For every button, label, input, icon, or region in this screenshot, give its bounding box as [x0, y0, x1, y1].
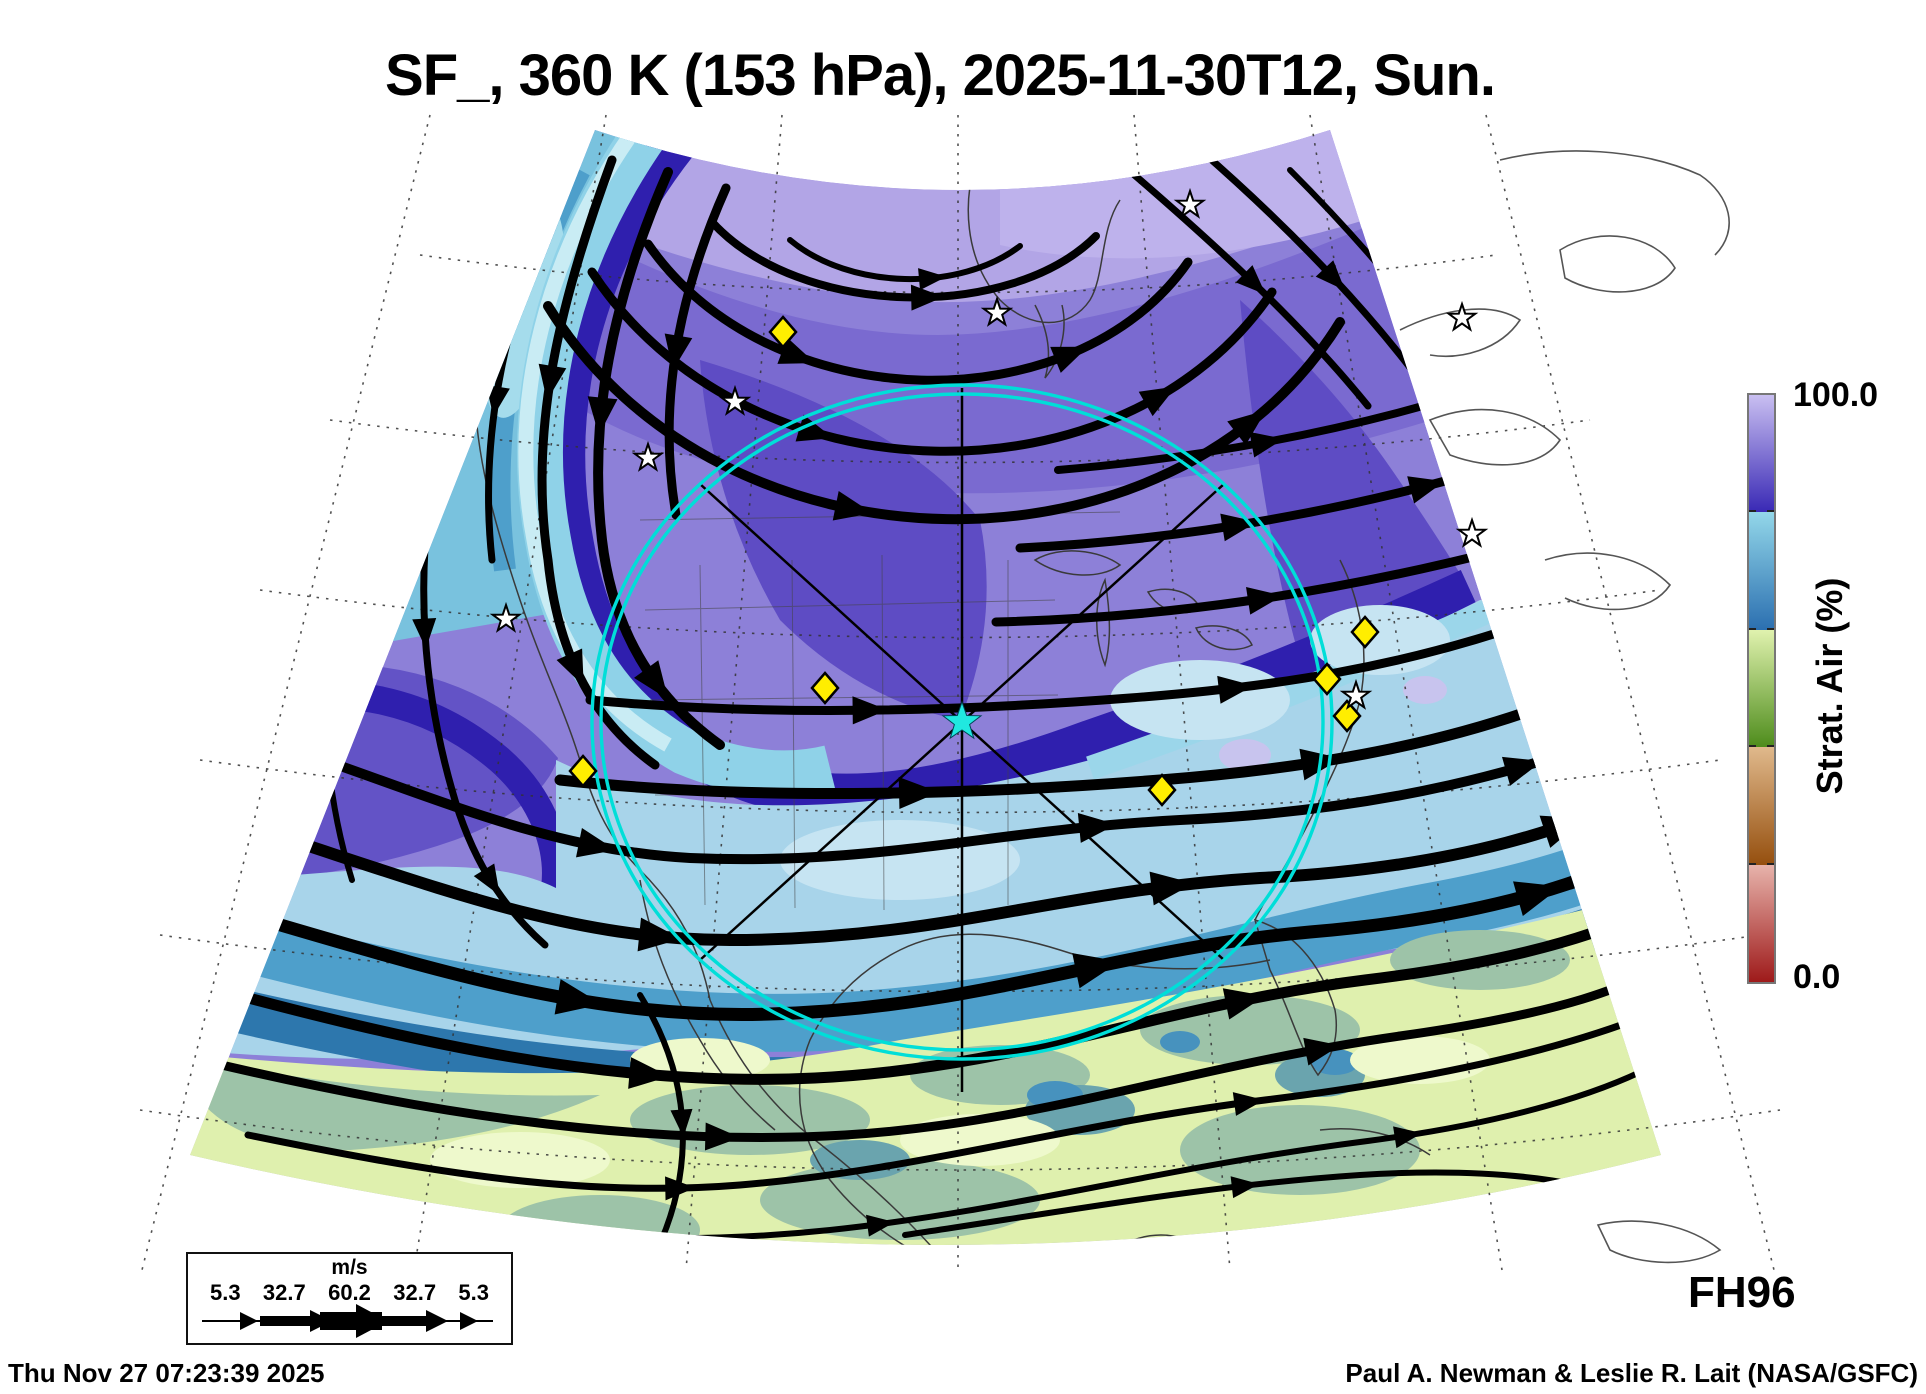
site-star-icon: [1173, 187, 1207, 219]
wind-legend-value: 32.7: [393, 1280, 437, 1305]
colorbar-tick: [1749, 510, 1756, 513]
site-diamond-icon: [568, 754, 598, 788]
streamline-arrowhead: [1138, 386, 1177, 417]
wind-legend-value: 5.3: [210, 1280, 241, 1305]
streamline-arrowhead: [637, 917, 682, 952]
credit-text: Paul A. Newman & Leslie R. Lait (NASA/GS…: [1345, 1358, 1918, 1388]
streamline-arrowhead: [1315, 260, 1346, 291]
streamline-arrowhead: [628, 1057, 670, 1089]
streamline-arrowhead: [1235, 265, 1266, 295]
colorbar-max-label: 100.0: [1793, 376, 1879, 414]
streamline-arrowhead: [1230, 1176, 1260, 1199]
wind-legend-value: 32.7: [262, 1280, 306, 1305]
streamline-arrowhead: [898, 777, 940, 809]
site-diamond-icon: [1147, 773, 1177, 807]
site-diamond-icon: [810, 671, 840, 705]
streamline-arrowhead: [1050, 346, 1088, 373]
streamline-arrowhead: [704, 1122, 741, 1151]
streamline-arrowhead: [1227, 410, 1267, 446]
streamline-arrowhead: [313, 700, 336, 729]
site-star-icon: [1455, 516, 1489, 548]
streamline-arrowhead: [1249, 431, 1284, 458]
streamline-arrowhead: [1217, 675, 1254, 704]
wind-legend-value: 5.3: [458, 1280, 489, 1305]
forecast-hour-label: FH96: [1688, 1268, 1796, 1317]
streamline-arrowhead: [1303, 1037, 1341, 1066]
streamline-arrowhead: [910, 284, 944, 311]
colorbar-segment: [1749, 629, 1774, 748]
streamline-arrowhead: [665, 1176, 696, 1201]
colorbar-segment: [1749, 395, 1774, 513]
colorbar-segment: [1749, 512, 1774, 630]
coastline-outside: [1399, 150, 1730, 1264]
streamline-arrowhead: [777, 337, 816, 364]
streamline-arrowhead: [1407, 476, 1445, 504]
streamline-arrowhead: [1501, 756, 1543, 786]
streamline-arrowhead: [670, 1108, 693, 1138]
page-title: SF_, 360 K (153 hPa), 2025-11-30T12, Sun…: [385, 43, 1496, 108]
site-star-icon: [1445, 300, 1479, 332]
streamline-arrowhead: [1246, 586, 1283, 615]
streamline-arrowhead: [866, 1214, 895, 1237]
range-ring-outer: [590, 383, 1334, 1061]
graticule-grid: [139, 114, 1781, 1271]
streamline-arrowhead: [1513, 881, 1562, 916]
streamline-arrowhead: [554, 979, 602, 1015]
colorbar-segment: [1749, 747, 1774, 865]
streamline-arrowhead: [486, 384, 510, 417]
site-star-icon: [718, 384, 752, 416]
streamline-arrowhead: [412, 618, 437, 649]
streamline-arrowhead: [1393, 1126, 1422, 1149]
colorbar-tick: [1767, 862, 1774, 865]
site-diamond-icon: [1332, 699, 1362, 733]
streamline-arrowhead: [1392, 285, 1419, 315]
streamline-arrowhead: [918, 268, 947, 291]
streamline-arrowhead: [634, 660, 669, 700]
colorbar-tick: [1767, 627, 1774, 630]
center-star-icon: [941, 700, 983, 740]
streamline-arrowhead: [1072, 953, 1120, 989]
streamline-arrowhead: [832, 491, 873, 521]
streamline-arrowhead: [1222, 988, 1266, 1020]
colorbar-segment: [1749, 864, 1774, 982]
site-star-icon: [631, 440, 665, 472]
site-star-icon: [489, 601, 523, 633]
colorbar: [1747, 393, 1776, 984]
streamline-arrowhead: [587, 396, 618, 436]
colorbar-tick: [1749, 862, 1756, 865]
streamline-arrowhead: [538, 363, 567, 401]
streamline-arrowhead: [1149, 871, 1194, 906]
streamline-arrowhead: [1232, 1092, 1265, 1116]
site-markers: [489, 187, 1489, 807]
wind-speed-legend: m/s 5.3 32.7 60.2 32.7 5.3: [186, 1252, 513, 1345]
site-diamond-icon: [768, 315, 798, 349]
wind-speed-arrow-glyph: [202, 1304, 493, 1338]
colorbar-tick: [1749, 627, 1756, 630]
streamline-arrowhead: [852, 696, 888, 725]
colorbar-min-label: 0.0: [1793, 958, 1841, 996]
site-diamond-icon: [1350, 615, 1380, 649]
colorbar-tick: [1767, 510, 1774, 513]
wind-legend-value: 60.2: [328, 1280, 371, 1305]
wind-legend-values: 5.3 32.7 60.2 32.7 5.3: [188, 1280, 511, 1306]
range-ring: [590, 383, 1334, 1092]
streamline-arrowhead: [473, 863, 500, 896]
colorbar-axis-label: Strat. Air (%): [1809, 577, 1850, 795]
range-ring-inner: [599, 392, 1325, 1052]
site-star-icon: [980, 295, 1014, 327]
site-diamond-icon: [1312, 662, 1342, 696]
streamline-arrowhead: [556, 648, 584, 687]
site-star-icon: [1339, 678, 1373, 710]
generated-timestamp: Thu Nov 27 07:23:39 2025: [8, 1358, 325, 1388]
colorbar-tick: [1749, 745, 1756, 748]
streamline-arrowhead: [576, 827, 616, 858]
colorbar-tick: [1767, 745, 1774, 748]
streamline-arrowhead: [664, 333, 693, 371]
wind-legend-unit: m/s: [331, 1256, 368, 1279]
